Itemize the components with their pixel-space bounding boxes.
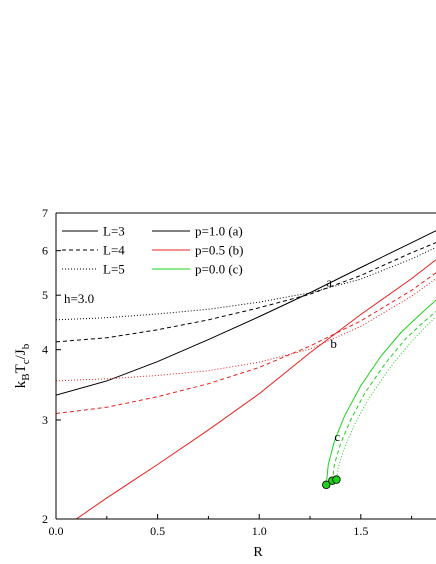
annotation-layer: a b c xyxy=(326,275,340,445)
x-axis-label: R xyxy=(253,545,263,560)
legend-item-p00: p=0.0 (c) xyxy=(152,262,243,277)
axes xyxy=(55,212,436,520)
x-tick-label: 1.0 xyxy=(252,524,267,538)
legend-label-l3: L=3 xyxy=(103,224,125,239)
legend-item-p10: p=1.0 (a) xyxy=(152,224,243,239)
y-tick-label: 3 xyxy=(42,413,48,427)
legend-label-p10: p=1.0 (a) xyxy=(195,224,243,239)
legend-label-l5: L=5 xyxy=(103,262,125,277)
series-layer xyxy=(56,230,436,519)
curve-annotation-c: c xyxy=(334,429,340,444)
y-tick-label: 4 xyxy=(42,343,48,357)
y-tick-label: 2 xyxy=(42,512,48,526)
legend-label-p00: p=0.0 (c) xyxy=(195,262,243,277)
curve-annotation-b: b xyxy=(330,336,337,351)
critical-point-marker xyxy=(332,475,341,484)
marker-layer xyxy=(322,475,341,490)
y-axis-label: kBTc/Jb xyxy=(13,343,32,388)
legend-item-l3: L=3 xyxy=(62,224,125,239)
series-line-p05-l3 xyxy=(76,259,436,519)
legend: L=3 L=4 L=5 p=1.0 (a) p=0.5 (b) p=0.0 (c… xyxy=(62,224,244,277)
legend-label-p05: p=0.5 (b) xyxy=(195,243,244,258)
critical-point-marker xyxy=(322,480,331,490)
series-line-p05-l4 xyxy=(56,272,436,415)
legend-item-l4: L=4 xyxy=(62,243,125,258)
series-line-p05-l5 xyxy=(56,278,436,382)
x-tick-label: 0.5 xyxy=(150,524,165,538)
series-line-p0-l3 xyxy=(325,299,436,485)
x-tick-label: 1.5 xyxy=(353,524,368,538)
legend-item-l5: L=5 xyxy=(62,262,125,277)
series-line-p1-l4 xyxy=(56,242,436,343)
x-tick-label: 0.0 xyxy=(49,524,64,538)
curve-annotation-a: a xyxy=(326,275,332,290)
series-line-p1-l3 xyxy=(56,230,436,396)
legend-item-p05: p=0.5 (b) xyxy=(152,243,244,258)
y-tick-label: 6 xyxy=(42,244,48,258)
ticks-layer: 0.0 0.5 1.0 1.5 2 3 4 5 6 7 xyxy=(42,206,413,538)
series-line-p1-l5 xyxy=(56,246,436,321)
legend-label-l4: L=4 xyxy=(103,243,125,258)
y-tick-label: 5 xyxy=(42,288,48,302)
series-line-p0-l5 xyxy=(335,316,436,481)
series-line-p0-l4 xyxy=(331,310,436,482)
h-annotation: h=3.0 xyxy=(64,291,94,306)
y-tick-label: 7 xyxy=(42,206,48,220)
